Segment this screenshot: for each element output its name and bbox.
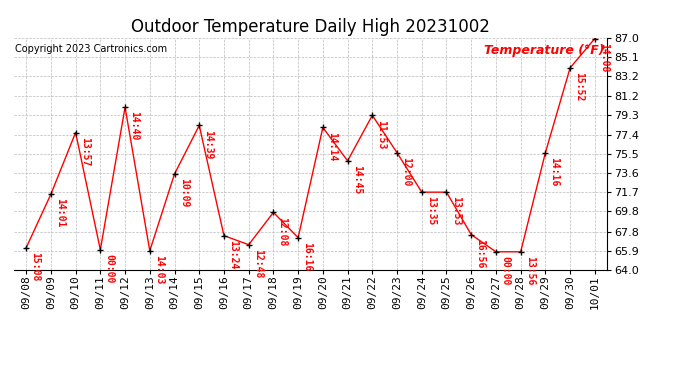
Text: 16:16: 16:16: [302, 242, 313, 271]
Text: 14:03: 14:03: [154, 255, 164, 284]
Text: 12:00: 12:00: [401, 157, 411, 186]
Text: 13:53: 13:53: [451, 196, 461, 226]
Text: 14:14: 14:14: [327, 132, 337, 161]
Text: 14:16: 14:16: [549, 157, 560, 186]
Text: 13:35: 13:35: [426, 196, 436, 226]
Text: 13:57: 13:57: [80, 137, 90, 166]
Text: 00:00: 00:00: [104, 254, 115, 284]
Text: 15:08: 15:08: [30, 252, 40, 281]
Text: 14:01: 14:01: [55, 198, 65, 228]
Text: 13:56: 13:56: [525, 256, 535, 285]
Text: 14:40: 14:40: [129, 111, 139, 141]
Text: 14:08: 14:08: [599, 43, 609, 72]
Text: 12:48: 12:48: [253, 249, 263, 278]
Text: 10:09: 10:09: [179, 178, 188, 207]
Text: 12:08: 12:08: [277, 216, 288, 246]
Text: 13:24: 13:24: [228, 240, 238, 269]
Text: 00:00: 00:00: [500, 256, 510, 285]
Text: 11:53: 11:53: [377, 120, 386, 149]
Text: 14:39: 14:39: [204, 130, 213, 159]
Title: Outdoor Temperature Daily High 20231002: Outdoor Temperature Daily High 20231002: [131, 18, 490, 36]
Text: 16:56: 16:56: [475, 239, 485, 268]
Text: Copyright 2023 Cartronics.com: Copyright 2023 Cartronics.com: [15, 45, 167, 54]
Text: 15:52: 15:52: [574, 72, 584, 101]
Text: 14:45: 14:45: [352, 165, 362, 194]
Text: Temperature (°F): Temperature (°F): [484, 45, 604, 57]
